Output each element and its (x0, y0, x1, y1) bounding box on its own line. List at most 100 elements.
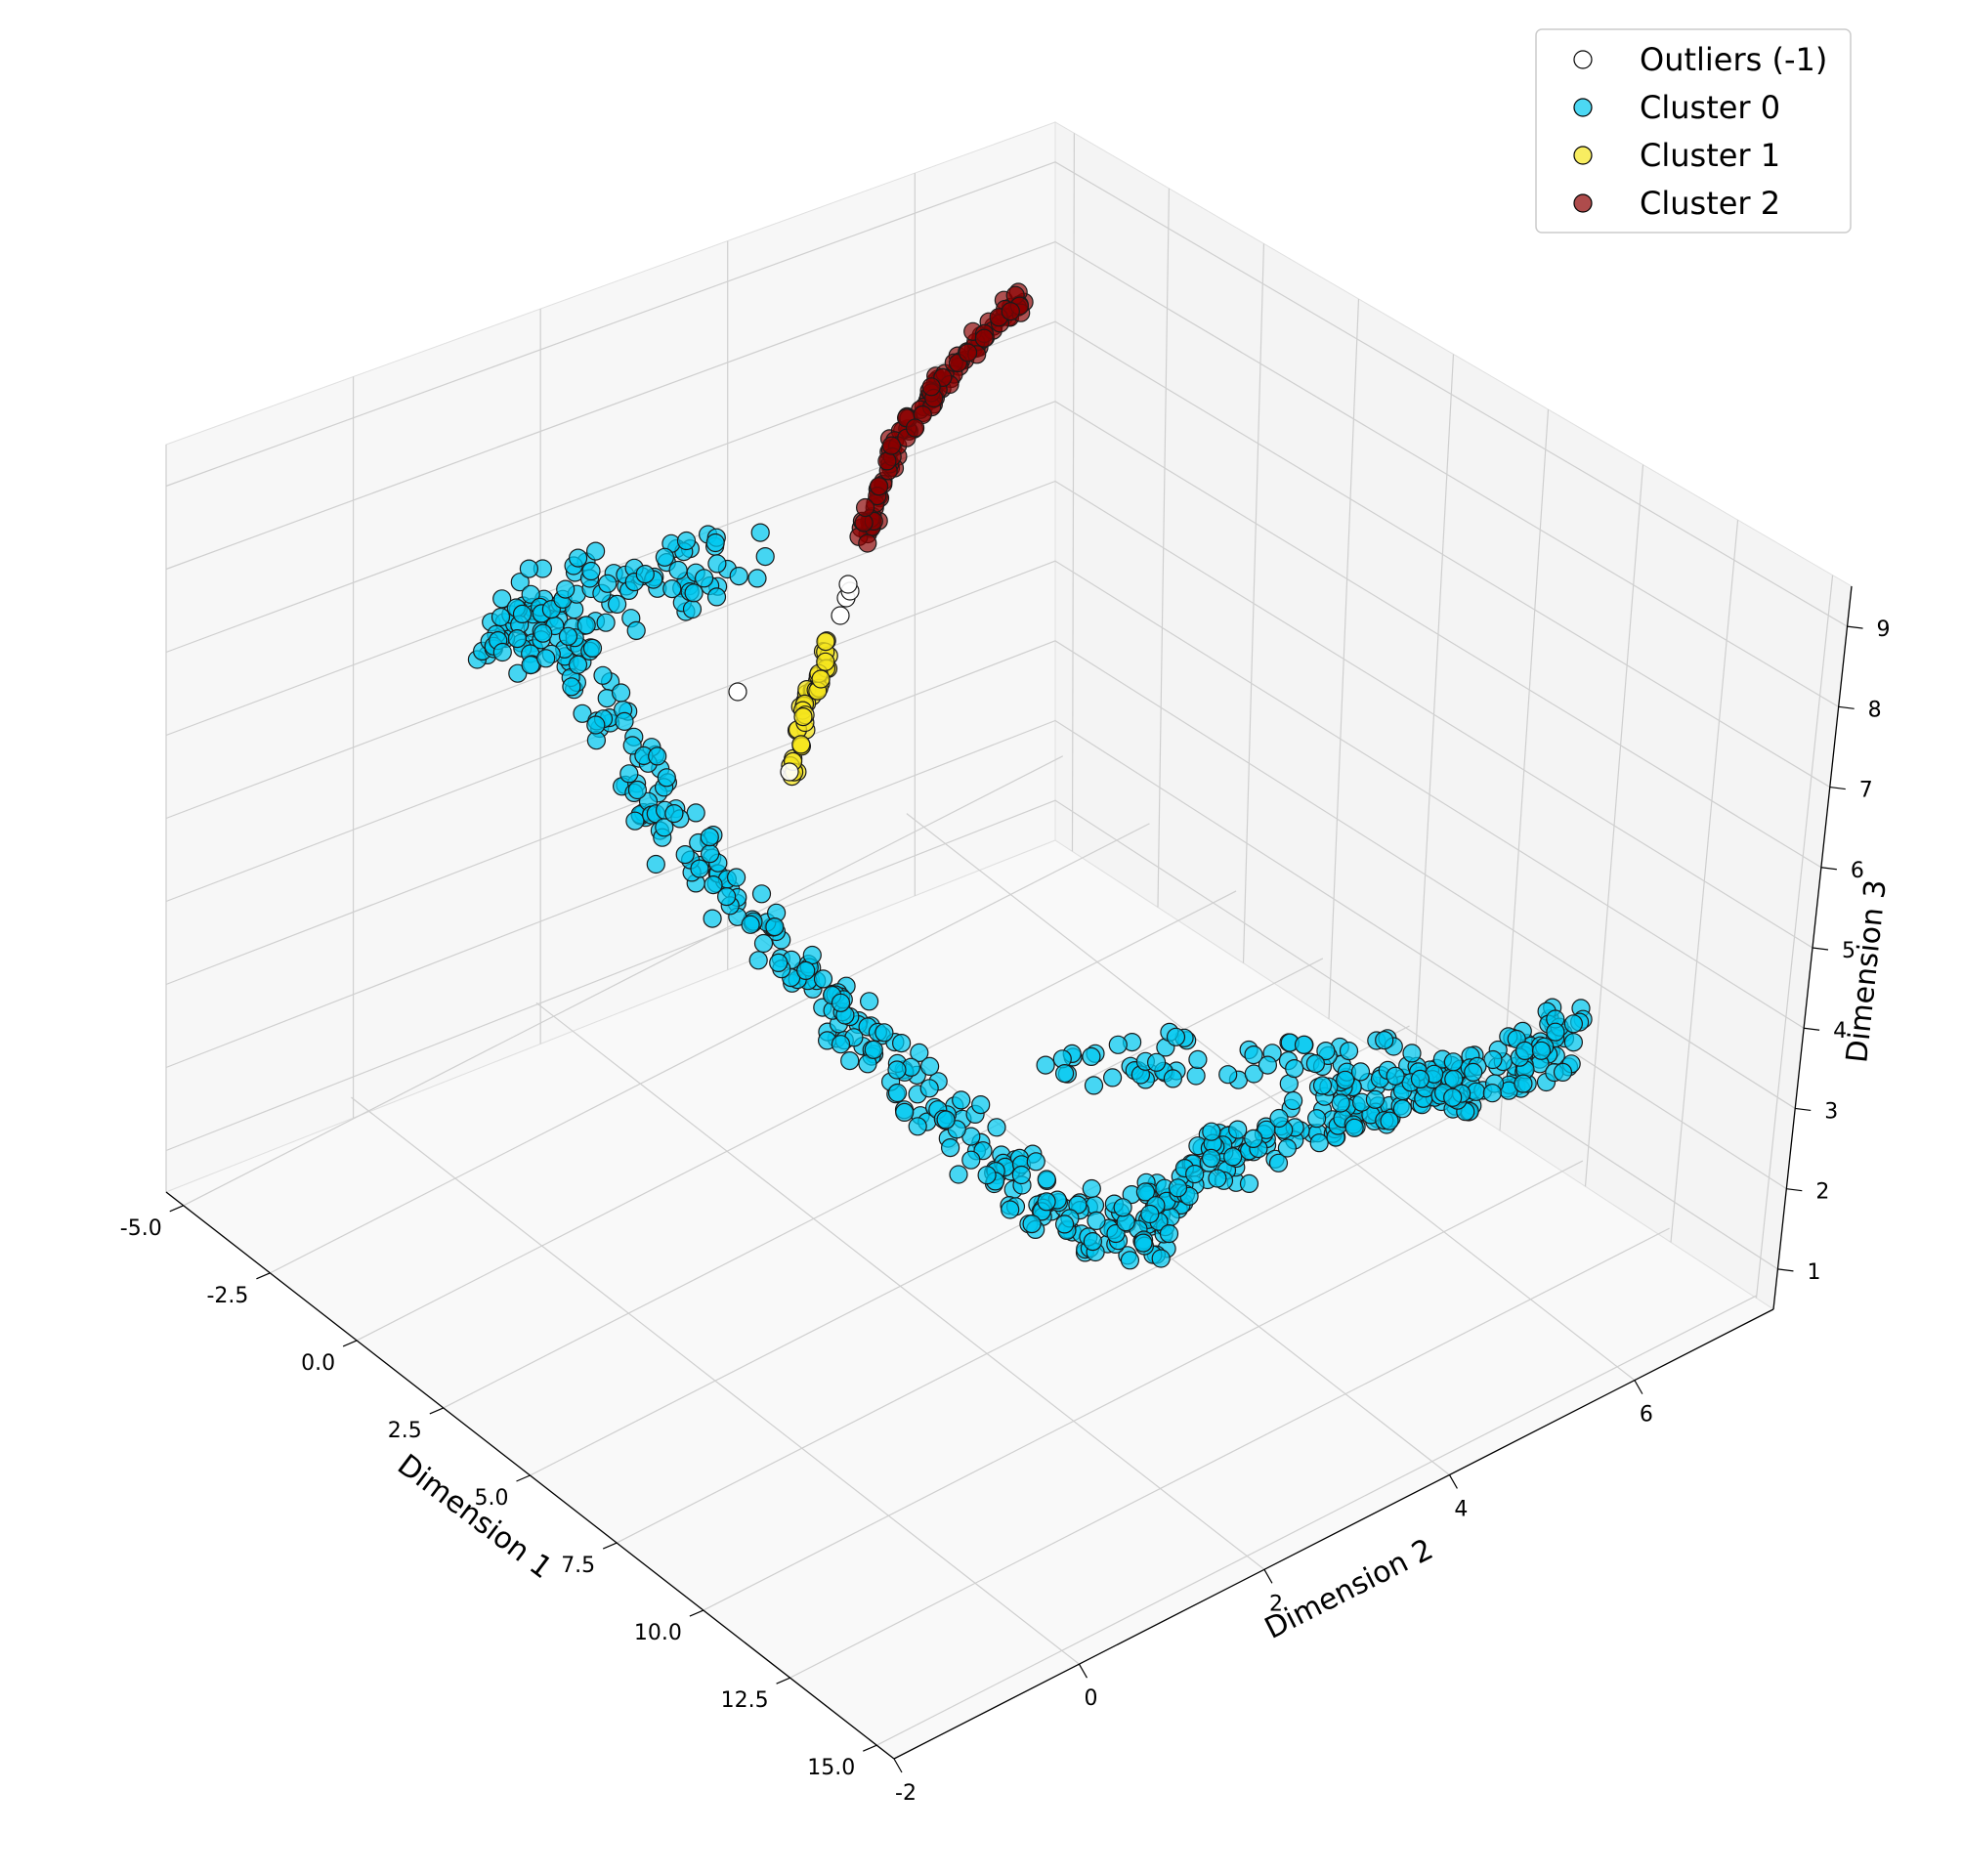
cluster-0-top-point-29 (626, 620, 646, 641)
cluster-0-point-588 (769, 953, 789, 973)
cluster-0-mid-point-65 (1146, 1052, 1167, 1072)
x-tick-label-4: 5.0 (475, 1486, 509, 1511)
z-grid-7 (165, 240, 1839, 707)
z-tick-label-2: 3 (1824, 1099, 1838, 1124)
cluster-0-mid-point-15 (1084, 1076, 1104, 1095)
cluster-0-point-586 (582, 638, 603, 659)
cluster-0-point-529 (627, 780, 648, 800)
cluster-0-point-142 (508, 663, 528, 683)
cluster-0-point-328 (521, 584, 540, 604)
z-tick-label-7: 8 (1868, 698, 1882, 722)
cluster-0-point-203 (1151, 1249, 1171, 1268)
z-tick-mark-4 (1812, 947, 1829, 951)
cluster-0-point-395 (700, 844, 720, 864)
cluster-0-point-619 (1113, 1198, 1132, 1217)
cluster-0-mid-point-43 (1036, 1055, 1055, 1075)
cluster-0-point-433 (646, 854, 665, 874)
outlier-point-5 (838, 575, 858, 594)
cluster-0-top-point-25 (668, 560, 688, 580)
cluster-0-point-519 (1202, 1122, 1221, 1141)
x-tick-mark-2 (342, 1340, 358, 1347)
cluster-0-mid-point-59 (1163, 1069, 1183, 1088)
cluster-0-point-528 (891, 1033, 912, 1053)
cluster-0-point-506 (703, 909, 722, 928)
y-tick-labels: -2 0 2 4 6 (895, 1403, 1653, 1806)
tick-marks (169, 625, 1863, 1773)
x-tick-label-0: -5.0 (120, 1216, 162, 1241)
z-tick-mark-3 (1804, 1027, 1820, 1031)
z-tick-mark-1 (1786, 1188, 1803, 1192)
cluster-0-point-561 (977, 1166, 997, 1185)
cluster-0-point-611 (648, 746, 667, 766)
cluster-0-point-410 (1037, 1192, 1056, 1212)
x-grid-floor-5 (616, 1092, 1497, 1544)
z-tick-mark-0 (1777, 1268, 1794, 1272)
cluster-0-point-610 (864, 1040, 883, 1059)
z-tick-label-1: 2 (1815, 1180, 1829, 1205)
z-grid-4 (165, 480, 1813, 949)
cluster-0-point-562 (1514, 1041, 1535, 1061)
cluster-0-mid-point-63 (1464, 1062, 1483, 1083)
cluster-0-point-607 (1022, 1214, 1042, 1234)
cluster-0-point-538 (1135, 1182, 1156, 1202)
cluster-0-mid-point-1 (1186, 1066, 1206, 1086)
x-grid-floor-6 (703, 1160, 1584, 1611)
scatter-points (467, 282, 1593, 1270)
cluster-0-point-38 (859, 992, 879, 1011)
cluster-0-point-601 (887, 1060, 907, 1080)
cluster-0-top-point-57 (635, 564, 655, 584)
legend-label-cluster-2: Cluster 2 (1640, 185, 1780, 222)
y-grid-floor-1 (351, 1096, 1080, 1665)
z-grid-5 (165, 401, 1822, 869)
cluster-0-point-548 (593, 665, 613, 685)
cluster-0-top-point-2 (755, 546, 775, 567)
cluster-0-point-587 (1140, 1204, 1160, 1224)
x-tick-label-8: 15.0 (807, 1756, 855, 1780)
cluster-0-point-575 (1306, 1109, 1327, 1129)
cluster-0-point-597 (1120, 1251, 1140, 1270)
cluster-0-mid-point-58 (1188, 1049, 1208, 1070)
z-tick-label-8: 9 (1877, 618, 1891, 642)
cluster-0-top-point-42 (682, 599, 703, 619)
cluster-0-point-440 (512, 604, 533, 624)
cluster-0-point-514 (748, 951, 768, 970)
outlier-point-0 (728, 682, 747, 702)
x-tick-mark-8 (863, 1744, 877, 1752)
cluster-0-point-523 (802, 945, 822, 965)
cluster-0-point-581 (796, 960, 816, 981)
cluster-0-point-308 (751, 884, 772, 904)
cluster-0-point-508 (908, 1117, 927, 1136)
y-tick-mark-3 (1448, 1474, 1458, 1489)
z-grid-6 (165, 320, 1831, 789)
x-tick-mark-1 (256, 1272, 271, 1280)
cluster-0-point-585 (558, 626, 578, 646)
cluster-0-point-441 (726, 868, 746, 887)
cluster-0-point-379 (562, 677, 581, 697)
cluster-0-point-608 (1223, 1147, 1243, 1167)
cluster-0-top-point-20 (707, 554, 727, 574)
cluster-0-top-point-59 (581, 561, 601, 581)
cluster-0-point-507 (1185, 1164, 1205, 1184)
cluster-0-mid-point-25 (1443, 1087, 1463, 1107)
cluster-0-point-384 (611, 683, 631, 703)
cluster-0-point-533 (1546, 1022, 1565, 1042)
cluster-0-point-604 (831, 993, 851, 1012)
cluster-0-mid-point-68 (1054, 1063, 1075, 1084)
cluster-0-point-230 (895, 1102, 915, 1123)
cluster-0-point-550 (1344, 1118, 1364, 1137)
cluster-0-point-464 (625, 811, 645, 831)
legend-label-cluster-0: Cluster 0 (1640, 89, 1780, 126)
cluster-0-top-point-34 (706, 587, 727, 607)
cluster-0-point-382 (568, 655, 588, 674)
y-tick-label-3: 4 (1454, 1497, 1468, 1521)
legend-label-outliers: Outliers (-1) (1640, 41, 1827, 78)
cluster-0-point-567 (664, 803, 684, 824)
cluster-0-point-292 (519, 559, 539, 578)
cluster-0-point-206 (510, 573, 530, 592)
cluster-0-point-598 (1269, 1108, 1289, 1129)
cluster-0-point-388 (961, 1150, 981, 1170)
legend-label-cluster-1: Cluster 1 (1640, 137, 1780, 174)
cluster-0-point-432 (753, 933, 774, 954)
